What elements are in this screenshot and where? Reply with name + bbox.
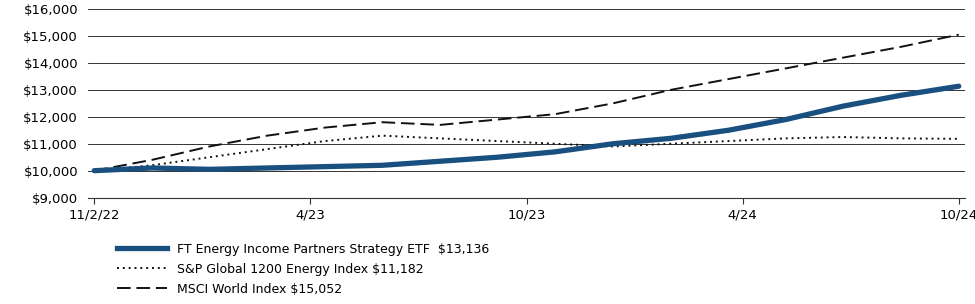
Legend: FT Energy Income Partners Strategy ETF  $13,136, S&P Global 1200 Energy Index $1: FT Energy Income Partners Strategy ETF $… — [111, 238, 493, 301]
